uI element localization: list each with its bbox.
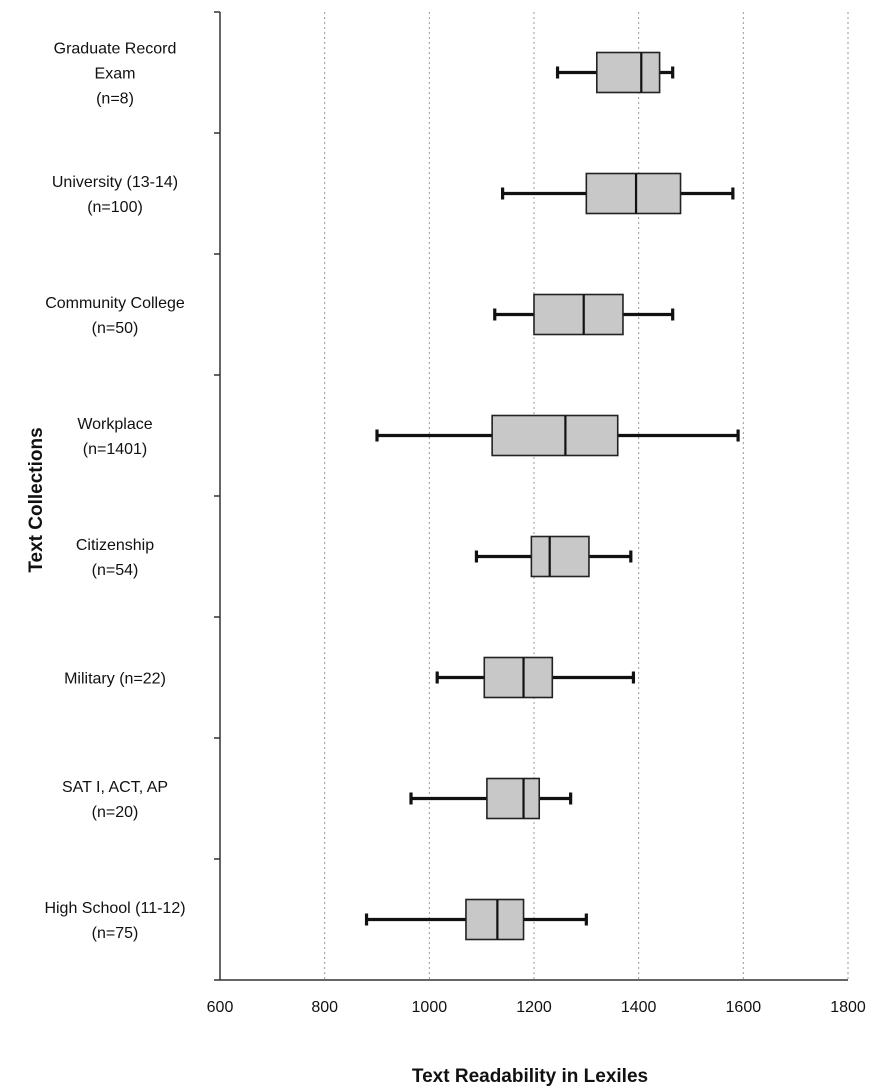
category-label: SAT I, ACT, AP	[62, 779, 168, 796]
boxplot-citizenship	[474, 535, 633, 578]
category-label: (n=54)	[92, 562, 139, 579]
x-axis-title: Text Readability in Lexiles	[412, 1066, 648, 1087]
category-label: (n=75)	[92, 925, 139, 942]
x-tick-label: 1400	[621, 999, 657, 1016]
category-labels: Graduate Record Exam (n=8) University (13-1…	[44, 41, 185, 943]
x-tick-label: 600	[207, 999, 234, 1016]
iqr-box	[486, 777, 541, 820]
iqr-box	[530, 535, 590, 578]
category-label: (n=50)	[92, 320, 139, 337]
boxplot-workplace	[375, 414, 740, 457]
x-tick-label: 800	[311, 999, 338, 1016]
x-tick-label: 1200	[516, 999, 552, 1016]
axes	[214, 11, 848, 981]
boxplot-university-13-14-	[501, 172, 735, 215]
category-label: University (13-14)	[52, 174, 178, 191]
x-tick-label: 1800	[830, 999, 866, 1016]
gridlines	[324, 12, 849, 980]
category-label: (n=1401)	[83, 441, 148, 458]
boxplot-high-school-11-12-	[364, 898, 588, 941]
iqr-box	[465, 898, 525, 941]
category-label: Community College	[45, 295, 185, 312]
boxplot-sat-i-act-ap	[409, 777, 573, 820]
category-label: Citizenship	[76, 537, 154, 554]
boxplot-graduate-record-exam	[555, 51, 675, 94]
x-tick-label: 1000	[412, 999, 448, 1016]
category-label: Exam	[95, 66, 136, 83]
y-axis-title: Text Collections	[26, 427, 47, 572]
category-label: (n=100)	[87, 199, 143, 216]
x-tick-label: 1600	[726, 999, 762, 1016]
iqr-box	[585, 172, 682, 215]
iqr-box	[595, 51, 661, 94]
boxplot-community-college	[493, 293, 675, 336]
boxplots	[364, 51, 740, 941]
boxplot-military	[435, 656, 636, 699]
iqr-box	[491, 414, 619, 457]
iqr-box	[533, 293, 624, 336]
category-label: Graduate Record	[54, 41, 177, 58]
category-label: Military (n=22)	[64, 671, 166, 688]
category-label: Workplace	[77, 416, 152, 433]
category-label: High School (11-12)	[44, 900, 185, 917]
category-label: (n=20)	[92, 804, 139, 821]
iqr-box	[483, 656, 554, 699]
category-label: (n=8)	[96, 91, 134, 108]
x-tick-labels: 600 800 1000 1200 1400 1600 1800	[207, 999, 866, 1016]
